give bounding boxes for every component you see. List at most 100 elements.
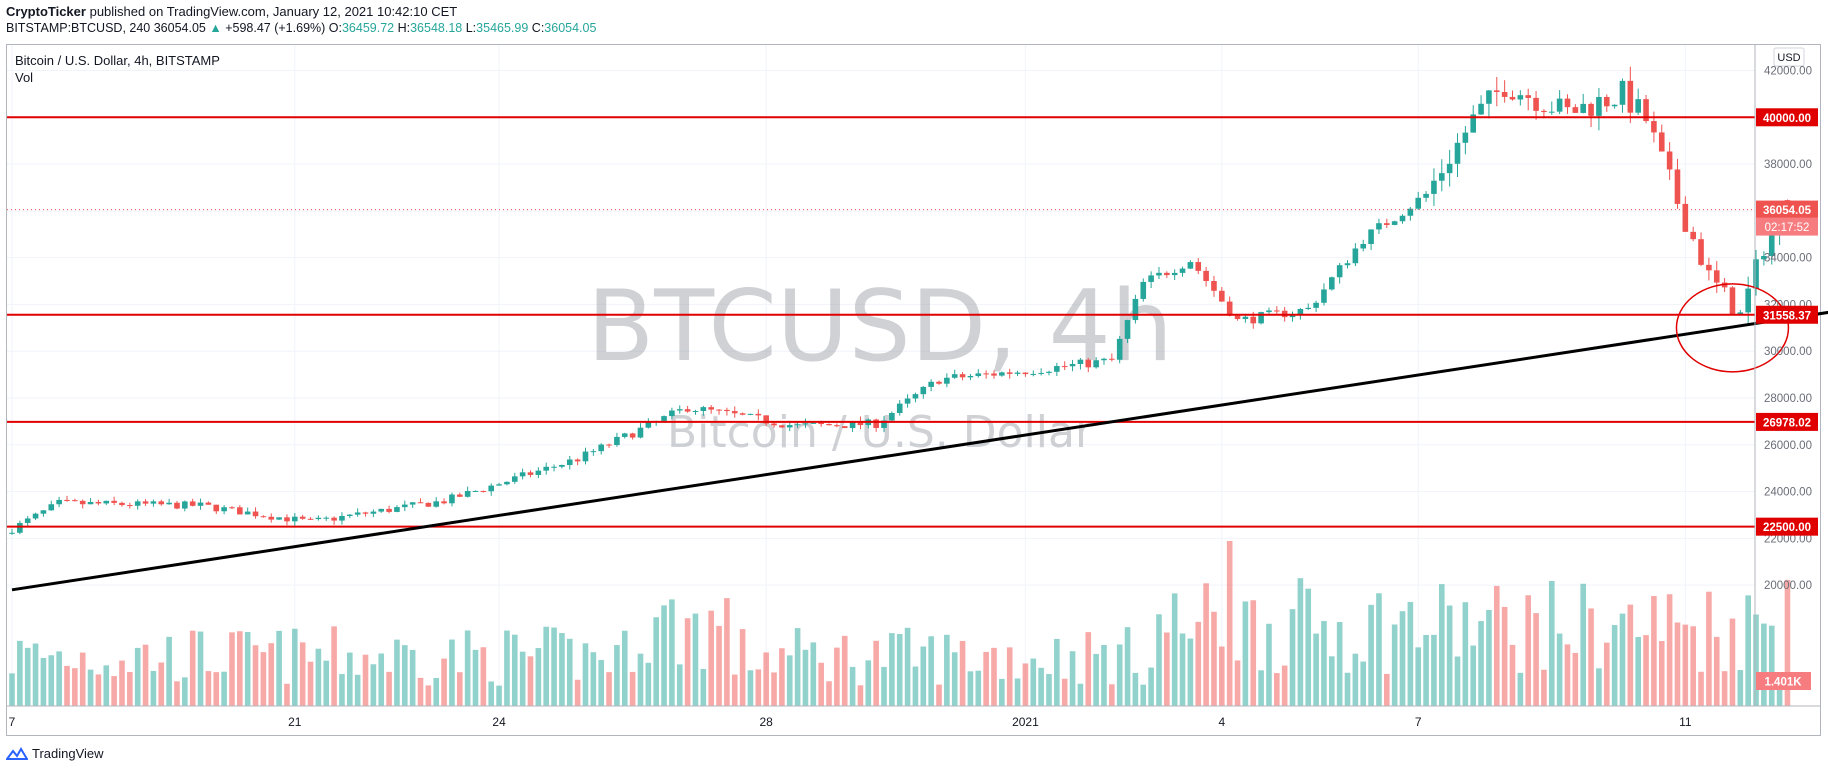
volume-bar	[480, 647, 487, 706]
candle-body	[794, 424, 801, 426]
candle-body	[1234, 315, 1241, 320]
volume-bar	[1784, 579, 1791, 706]
candle-body	[1761, 256, 1767, 260]
candle-body	[182, 501, 188, 509]
candle-body	[260, 516, 267, 518]
volume-bar	[496, 685, 502, 706]
volume-bar	[1486, 609, 1492, 706]
volume-bar	[1407, 601, 1414, 706]
candle-body	[1501, 91, 1508, 97]
trend-line[interactable]	[11, 220, 1828, 592]
candle-body	[959, 374, 966, 378]
candle-body	[386, 508, 392, 512]
time-axis[interactable]: 7212428202147111418212528	[7, 705, 1828, 729]
candle-body	[1431, 180, 1437, 194]
candle-body	[402, 504, 408, 508]
candle-body	[991, 373, 997, 376]
watermark: BTCUSD, 4h Bitcoin / U.S. Dollar	[587, 270, 1173, 458]
candle-body	[1148, 275, 1154, 282]
volume-bar	[912, 666, 919, 706]
candle-body	[284, 517, 290, 522]
volume-bar	[755, 669, 762, 706]
volume-bars	[9, 541, 1791, 706]
volume-bar	[1140, 684, 1147, 706]
candle-body	[1038, 372, 1044, 374]
volume-bar	[1446, 605, 1453, 706]
volume-bar	[378, 653, 385, 706]
volume-bar	[724, 598, 730, 706]
volume-bar	[1635, 637, 1641, 706]
last-price-tag	[1756, 200, 1818, 219]
volume-bar	[1548, 581, 1555, 706]
candle-body	[496, 484, 502, 486]
volume-bar	[1242, 601, 1249, 706]
candle-body	[1124, 320, 1131, 339]
candle-body	[229, 507, 235, 509]
volume-bar	[716, 625, 722, 706]
volume-bar	[645, 662, 652, 706]
level-tag-label: 22500.00	[1763, 522, 1811, 534]
volume-bar	[237, 631, 243, 706]
currency-badge[interactable]	[1773, 47, 1805, 67]
price-tick-label: 20000.00	[1764, 580, 1812, 592]
volume-bar	[1030, 658, 1037, 706]
volume-bar	[127, 672, 133, 706]
volume-bar	[676, 664, 683, 706]
candle-body	[1140, 281, 1147, 299]
candle-body	[747, 413, 754, 415]
level-tag	[1756, 517, 1818, 536]
publisher-name[interactable]: CryptoTicker	[6, 4, 86, 19]
volume-bar	[1470, 645, 1477, 706]
horizontal-levels[interactable]	[7, 116, 1755, 528]
volume-bar	[472, 649, 479, 706]
candle-body	[944, 377, 950, 384]
candle-body	[771, 423, 777, 426]
candle-body	[1132, 298, 1139, 321]
price-change: +598.47 (+1.69%)	[225, 21, 326, 35]
candle-body	[904, 398, 911, 404]
circle-annotation[interactable]	[1675, 283, 1790, 373]
candle-body	[1580, 103, 1586, 113]
candle-body	[1116, 338, 1123, 360]
volume-bar	[1156, 614, 1162, 706]
candle-body	[1101, 358, 1107, 361]
candle-body	[802, 423, 809, 425]
volume-bar	[1266, 623, 1272, 706]
volume-bar	[1069, 651, 1076, 706]
volume-bar	[417, 677, 424, 706]
candle-body	[197, 502, 204, 506]
candle-body	[1391, 221, 1398, 225]
candle-body	[244, 511, 251, 515]
candle-body	[331, 517, 337, 521]
candle-body	[1556, 98, 1563, 112]
price-axis[interactable]: USD 20000.00 22000.00 24000.00 26000.00 28000…	[1754, 45, 1818, 706]
volume-bar	[566, 638, 573, 706]
candle-body	[1274, 310, 1280, 312]
up-arrow-icon: ▲	[209, 21, 222, 35]
drawings[interactable]	[11, 220, 1828, 592]
candle-body	[1690, 231, 1696, 240]
volume-bar	[1745, 595, 1751, 706]
candle-body	[637, 427, 644, 438]
candle-body	[339, 516, 345, 521]
volume-bar	[134, 647, 141, 706]
volume-bar	[889, 633, 895, 706]
volume-bar	[1148, 667, 1154, 706]
candle-body	[551, 466, 557, 468]
volume-bar	[370, 664, 377, 706]
volume-bar	[1038, 667, 1044, 706]
volume-bar	[103, 665, 110, 706]
candle-body	[983, 373, 989, 375]
volume-bar	[1462, 602, 1469, 706]
volume-bar	[347, 652, 353, 706]
candle-body	[213, 504, 220, 512]
candle-body	[826, 424, 832, 426]
level-tag	[1756, 108, 1818, 127]
volume-bar	[1368, 604, 1374, 706]
volume-bar	[1321, 621, 1327, 706]
candle-body	[676, 409, 683, 411]
volume-bar	[158, 662, 165, 706]
volume-bar	[708, 610, 714, 706]
candle-body	[1548, 111, 1555, 113]
